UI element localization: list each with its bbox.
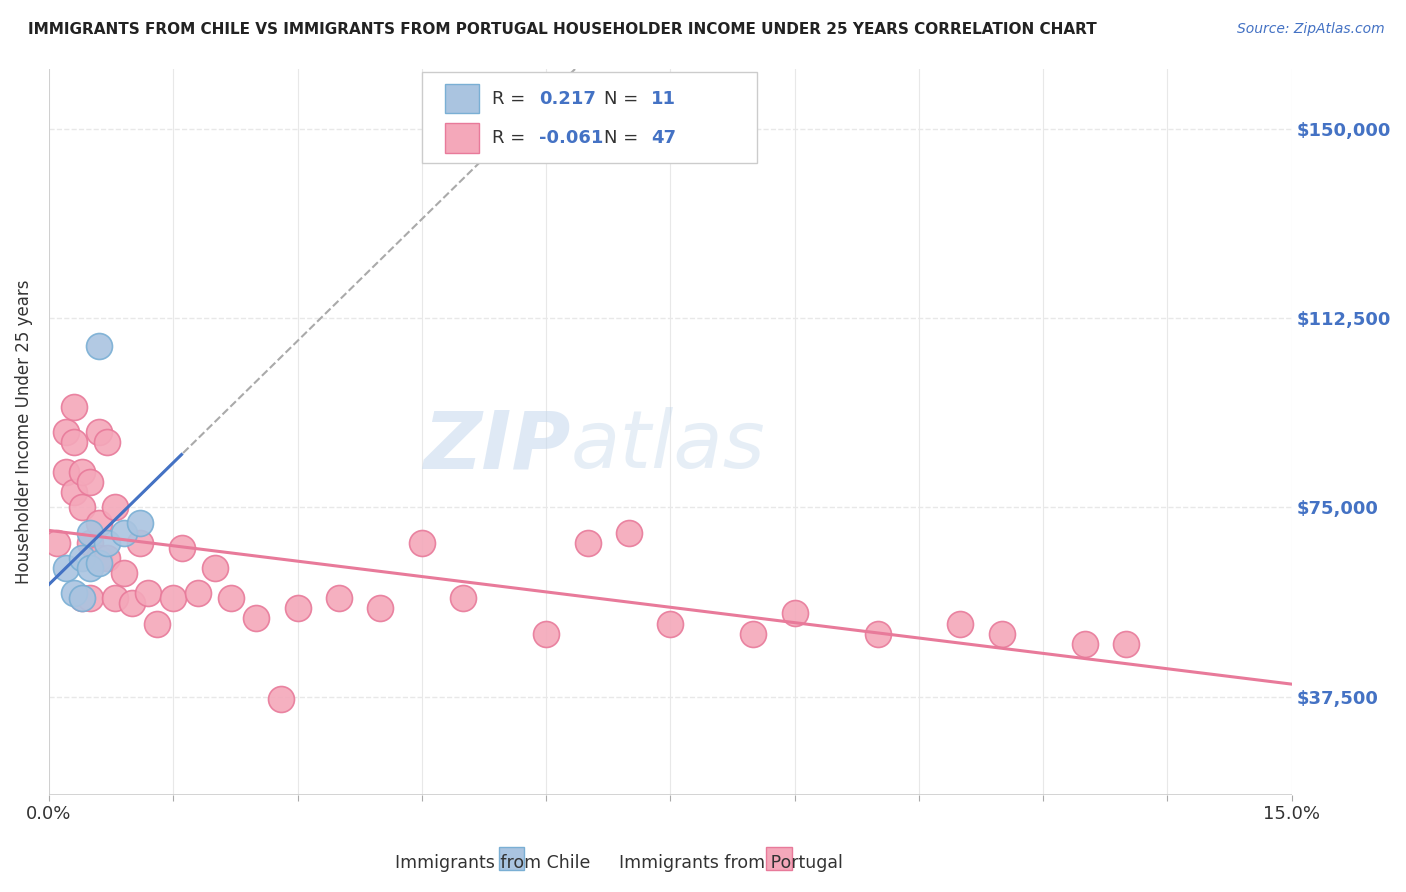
- Text: N =: N =: [603, 128, 644, 146]
- Point: [104, 591, 127, 606]
- Point: [162, 591, 184, 606]
- Point: [55, 561, 77, 575]
- Point: [87, 425, 110, 439]
- Point: [112, 525, 135, 540]
- FancyBboxPatch shape: [766, 847, 792, 870]
- Point: [96, 550, 118, 565]
- Point: [659, 616, 682, 631]
- Point: [370, 601, 392, 615]
- Point: [742, 626, 765, 640]
- Point: [79, 475, 101, 490]
- Point: [79, 525, 101, 540]
- Point: [187, 586, 209, 600]
- Text: Immigrants from Chile: Immigrants from Chile: [395, 855, 591, 872]
- Point: [145, 616, 167, 631]
- FancyBboxPatch shape: [422, 72, 758, 163]
- Point: [534, 626, 557, 640]
- Point: [991, 626, 1014, 640]
- Point: [411, 536, 433, 550]
- Point: [451, 591, 474, 606]
- Point: [783, 607, 806, 621]
- FancyBboxPatch shape: [499, 847, 524, 870]
- Point: [87, 556, 110, 570]
- Text: -0.061: -0.061: [538, 128, 603, 146]
- Point: [87, 339, 110, 353]
- Point: [55, 425, 77, 439]
- FancyBboxPatch shape: [446, 123, 479, 153]
- Point: [1073, 637, 1095, 651]
- Text: R =: R =: [492, 128, 530, 146]
- Point: [96, 536, 118, 550]
- Point: [79, 536, 101, 550]
- Point: [70, 500, 93, 515]
- Text: N =: N =: [603, 90, 644, 108]
- Point: [63, 485, 86, 500]
- Point: [46, 536, 69, 550]
- Point: [204, 561, 226, 575]
- Point: [63, 434, 86, 449]
- Point: [63, 400, 86, 414]
- Point: [949, 616, 972, 631]
- Y-axis label: Householder Income Under 25 years: Householder Income Under 25 years: [15, 279, 32, 584]
- Point: [70, 550, 93, 565]
- Point: [55, 465, 77, 479]
- Text: Immigrants from Portugal: Immigrants from Portugal: [619, 855, 842, 872]
- Point: [63, 586, 86, 600]
- Point: [576, 536, 599, 550]
- Text: 11: 11: [651, 90, 676, 108]
- Point: [129, 536, 152, 550]
- Text: Source: ZipAtlas.com: Source: ZipAtlas.com: [1237, 22, 1385, 37]
- Point: [96, 434, 118, 449]
- Point: [121, 596, 143, 610]
- Point: [270, 692, 292, 706]
- Point: [866, 626, 889, 640]
- Text: 47: 47: [651, 128, 676, 146]
- Text: 0.217: 0.217: [538, 90, 596, 108]
- Point: [87, 516, 110, 530]
- Point: [328, 591, 350, 606]
- Point: [170, 541, 193, 555]
- Point: [245, 611, 267, 625]
- Point: [104, 500, 127, 515]
- Text: ZIP: ZIP: [423, 408, 571, 485]
- Point: [617, 525, 640, 540]
- FancyBboxPatch shape: [446, 84, 479, 113]
- Point: [70, 591, 93, 606]
- Point: [87, 550, 110, 565]
- Text: atlas: atlas: [571, 408, 766, 485]
- Text: R =: R =: [492, 90, 530, 108]
- Point: [70, 591, 93, 606]
- Point: [287, 601, 309, 615]
- Point: [79, 591, 101, 606]
- Point: [138, 586, 160, 600]
- Point: [112, 566, 135, 580]
- Point: [129, 516, 152, 530]
- Point: [219, 591, 242, 606]
- Point: [70, 465, 93, 479]
- Point: [1115, 637, 1137, 651]
- Text: IMMIGRANTS FROM CHILE VS IMMIGRANTS FROM PORTUGAL HOUSEHOLDER INCOME UNDER 25 YE: IMMIGRANTS FROM CHILE VS IMMIGRANTS FROM…: [28, 22, 1097, 37]
- Point: [79, 561, 101, 575]
